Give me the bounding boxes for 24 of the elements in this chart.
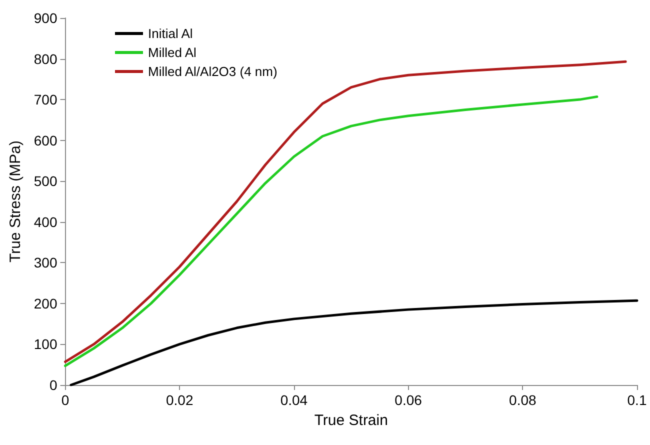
- y-axis-title: True Stress (MPa): [7, 140, 24, 262]
- x-tick-label: 0.1: [627, 392, 647, 408]
- x-tick-label: 0: [61, 392, 70, 408]
- x-tick-label: 0.04: [280, 392, 308, 408]
- legend-label: Milled Al: [148, 45, 197, 60]
- y-tick-label: 100: [34, 336, 58, 352]
- line-series: [64, 95, 598, 368]
- y-tick-label: 600: [34, 132, 58, 148]
- x-tick-label: 0.08: [509, 392, 536, 408]
- y-tick-label: 900: [34, 10, 58, 26]
- x-tick-label: 0.06: [394, 392, 422, 408]
- y-tick-label: 0: [49, 377, 58, 393]
- legend-label: Milled Al/Al2O3 (4 nm): [148, 64, 278, 79]
- x-tick-label: 0.02: [166, 392, 194, 408]
- line-series: [70, 299, 638, 386]
- line-series: [64, 60, 627, 364]
- x-axis-title: True Strain: [314, 412, 388, 429]
- y-tick-label: 400: [34, 214, 58, 230]
- y-tick-label: 200: [34, 295, 58, 312]
- y-tick-label: 500: [34, 173, 58, 190]
- y-tick-label: 700: [34, 92, 58, 108]
- y-tick-label: 300: [34, 254, 58, 271]
- legend-label: Initial Al: [148, 26, 193, 41]
- y-tick-label: 800: [34, 50, 58, 67]
